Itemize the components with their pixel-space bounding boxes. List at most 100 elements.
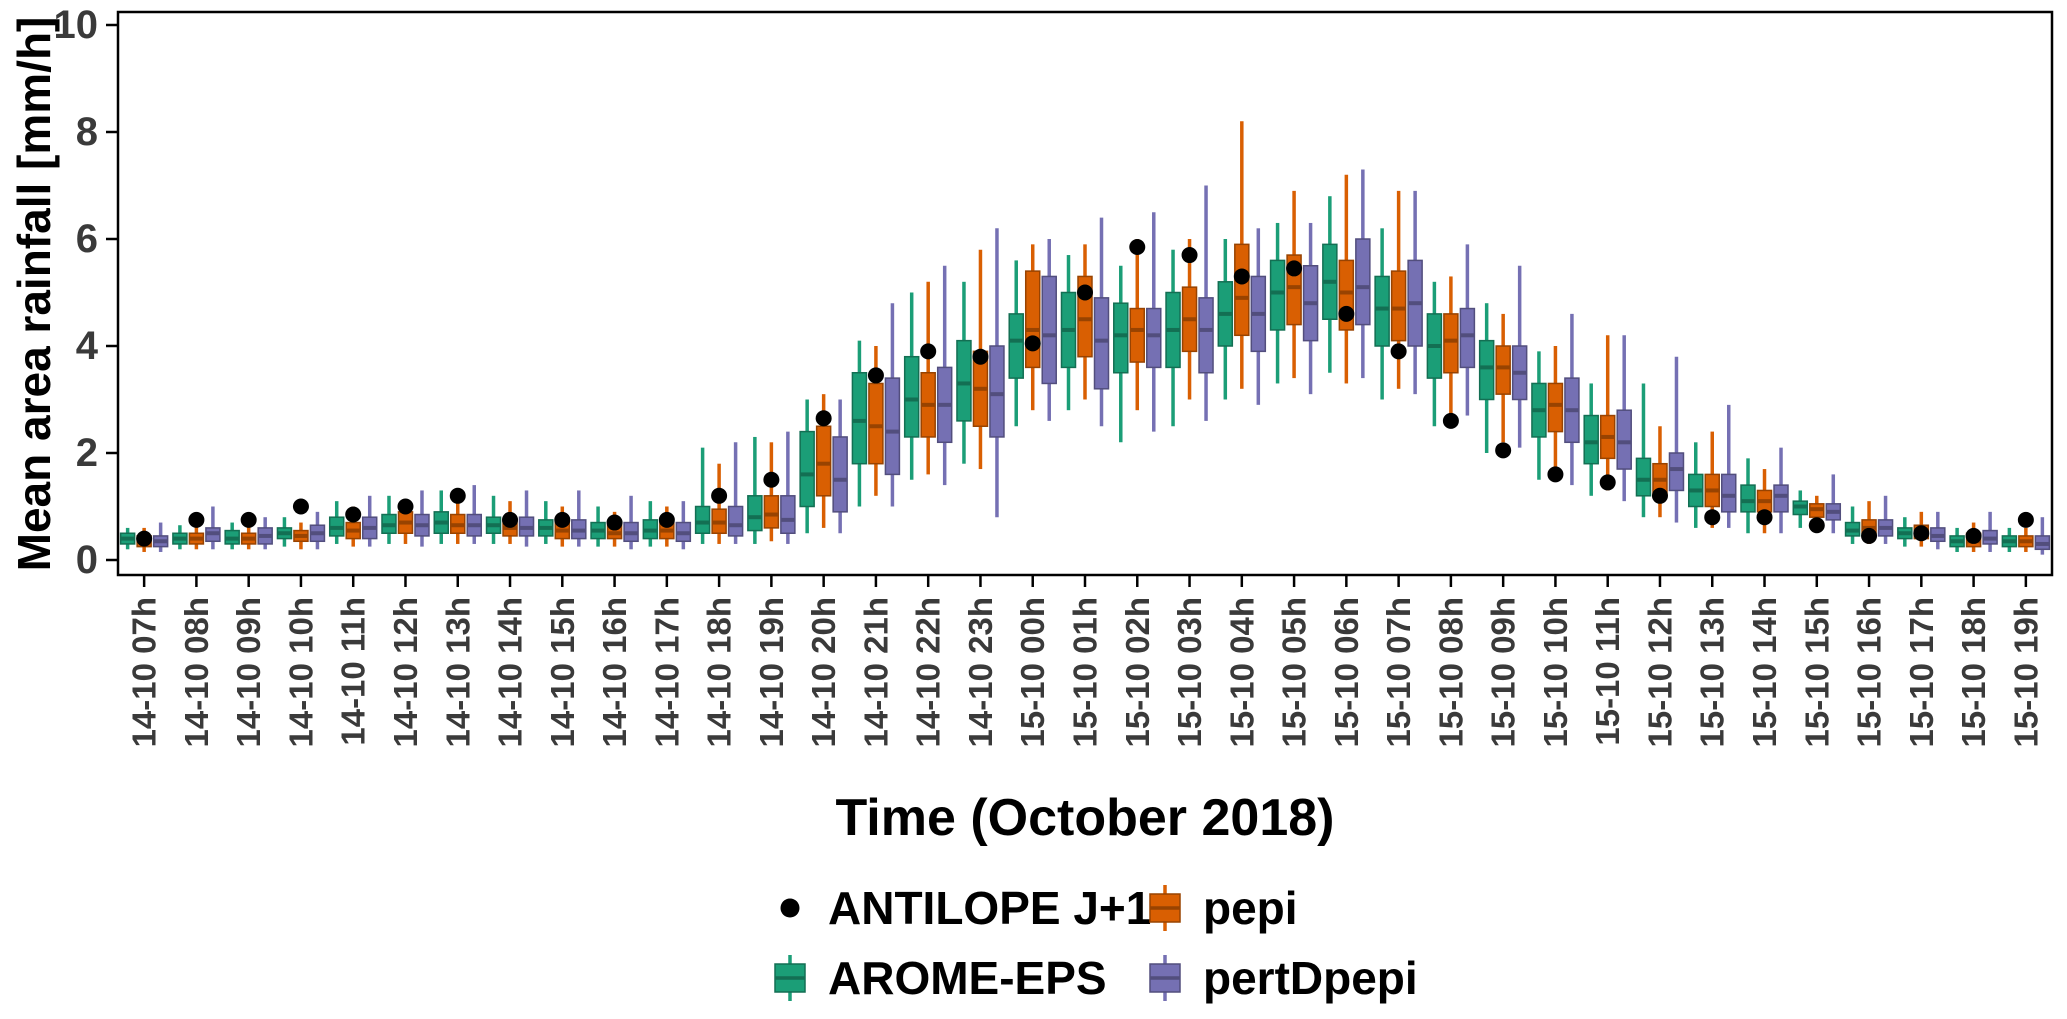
observation-point xyxy=(1286,260,1303,277)
x-tick-label: 14-10 07h xyxy=(126,597,163,747)
x-tick-label: 14-10 22h xyxy=(910,597,947,747)
observation-point xyxy=(763,471,780,488)
observation-point xyxy=(502,511,519,528)
observation-point xyxy=(1390,343,1407,360)
observation-point xyxy=(136,530,153,547)
box xyxy=(1041,275,1057,385)
box xyxy=(1459,307,1476,369)
x-tick-label: 15-10 07h xyxy=(1380,597,1417,747)
observation-point xyxy=(1442,412,1459,429)
x-tick-label: 15-10 01h xyxy=(1067,597,1104,747)
observation-point xyxy=(920,343,937,360)
legend-label: AROME-EPS xyxy=(828,952,1107,1004)
box xyxy=(832,436,848,513)
y-tick-label: 0 xyxy=(76,538,98,582)
observation-point xyxy=(188,511,205,528)
observation-point xyxy=(554,511,571,528)
observation-point xyxy=(711,487,728,504)
x-tick-label: 14-10 14h xyxy=(492,597,529,747)
x-tick-label: 14-10 18h xyxy=(701,597,738,747)
legend-label: ANTILOPE J+1 xyxy=(828,882,1151,934)
x-axis-title: Time (October 2018) xyxy=(835,789,1334,847)
observation-point xyxy=(1233,268,1250,285)
observation-point xyxy=(815,410,832,427)
box xyxy=(1773,484,1789,513)
box xyxy=(1635,457,1652,497)
x-tick-label: 15-10 06h xyxy=(1328,597,1365,747)
y-axis-title: Mean area rainfall [mm/h] xyxy=(8,17,60,572)
x-tick-label: 14-10 16h xyxy=(596,597,633,747)
x-tick-label: 15-10 17h xyxy=(1903,597,1940,747)
box xyxy=(1113,302,1129,374)
x-tick-label: 14-10 08h xyxy=(178,597,215,747)
x-tick-label: 15-10 11h xyxy=(1589,597,1626,746)
box xyxy=(694,505,711,534)
box xyxy=(868,382,884,465)
box xyxy=(1008,313,1024,379)
observation-point xyxy=(292,498,309,515)
x-tick-label: 15-10 00h xyxy=(1014,597,1051,747)
x-tick-label: 14-10 21h xyxy=(857,597,894,747)
box xyxy=(1129,307,1146,363)
observation-point xyxy=(1651,487,1668,504)
x-tick-label: 14-10 13h xyxy=(439,597,476,747)
x-tick-label: 15-10 09h xyxy=(1485,597,1522,747)
x-tick-label: 15-10 14h xyxy=(1746,597,1783,747)
x-tick-label: 14-10 11h xyxy=(335,597,372,746)
x-tick-label: 14-10 10h xyxy=(282,597,319,747)
box xyxy=(1374,275,1390,347)
x-tick-label: 14-10 20h xyxy=(805,597,842,747)
box xyxy=(1093,297,1110,390)
box xyxy=(1668,452,1685,492)
observation-point xyxy=(1808,517,1825,534)
observation-point xyxy=(345,506,362,523)
box xyxy=(1583,414,1599,465)
y-tick-label: 4 xyxy=(76,324,99,368)
observation-point xyxy=(1965,527,1982,544)
box xyxy=(956,339,972,422)
observation-point xyxy=(1129,239,1146,256)
observation-point xyxy=(1077,284,1093,301)
box xyxy=(1355,238,1371,326)
observation-point xyxy=(1181,247,1198,264)
x-tick-label: 15-10 05h xyxy=(1276,597,1313,747)
observation-point xyxy=(1913,525,1930,542)
legend-label: pepi xyxy=(1203,882,1298,934)
observation-point xyxy=(397,498,414,515)
box xyxy=(851,372,868,465)
observation-point xyxy=(1756,509,1773,526)
observation-point xyxy=(1338,305,1355,322)
x-tick-label: 14-10 19h xyxy=(753,597,790,747)
observation-point xyxy=(1495,442,1512,459)
x-tick-label: 15-10 13h xyxy=(1694,597,1731,747)
observation-point xyxy=(1861,527,1878,544)
observation-point xyxy=(658,511,675,528)
box xyxy=(780,495,796,534)
box xyxy=(1495,345,1511,395)
legend-point-glyph xyxy=(780,898,800,918)
x-tick-label: 15-10 18h xyxy=(1955,597,1992,747)
x-tick-label: 15-10 04h xyxy=(1223,597,1260,747)
plot-area: 0 2 4 6 8 10 14-10 07h 14-10 08h 14-10 09h 14-10 … xyxy=(54,3,2054,747)
box xyxy=(989,345,1005,438)
observation-point xyxy=(867,367,884,384)
box xyxy=(1146,307,1162,369)
x-tick-label: 14-10 09h xyxy=(230,597,267,747)
box xyxy=(1616,409,1632,470)
box xyxy=(763,495,780,529)
x-tick-label: 15-10 16h xyxy=(1851,597,1888,747)
box xyxy=(1547,382,1564,433)
box xyxy=(815,425,832,497)
x-tick-label: 15-10 03h xyxy=(1171,597,1208,747)
x-tick-label: 14-10 23h xyxy=(962,597,999,747)
observation-point xyxy=(449,487,466,504)
observation-point xyxy=(1547,466,1564,483)
box xyxy=(1198,297,1214,374)
legend-label: pertDpepi xyxy=(1203,952,1418,1004)
box xyxy=(1269,259,1286,331)
observation-point xyxy=(1599,474,1616,491)
box xyxy=(1720,473,1737,513)
x-tick-label: 15-10 15h xyxy=(1798,597,1835,747)
x-tick-label: 15-10 02h xyxy=(1119,597,1156,747)
